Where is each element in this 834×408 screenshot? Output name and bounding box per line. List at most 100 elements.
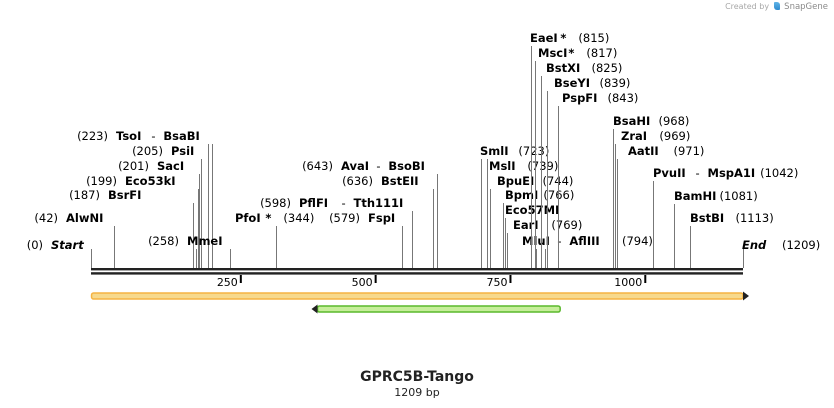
- ruler-tick-label: 750: [486, 276, 507, 289]
- site-position: (839): [600, 76, 631, 90]
- site-pair-enzyme: AflIII: [569, 234, 599, 248]
- feature-reverse-1: [311, 304, 561, 314]
- feature-arrowhead: [743, 291, 749, 301]
- site-position: (825): [592, 61, 623, 75]
- backbone-top-strand: [91, 268, 743, 271]
- site-position: (42): [34, 211, 58, 225]
- site-position: (201): [118, 159, 149, 173]
- feature-body: [316, 305, 561, 313]
- site-enzyme-name: SmlI: [480, 144, 509, 158]
- terminal-end: End (1209): [742, 238, 820, 268]
- site-enzyme-name: PspFI: [562, 91, 597, 105]
- site-position: (817): [586, 46, 617, 60]
- site-enzyme-name: Eco53kI: [125, 174, 176, 188]
- site-eaei: (815)EaeI *: [530, 31, 609, 268]
- site-enzyme-name: BsaHI: [613, 114, 650, 128]
- backbone-bottom-strand: [91, 272, 743, 275]
- ruler-tick-label: 1000: [614, 276, 642, 289]
- site-avai: (643) AvaI - BsoBI: [302, 159, 438, 268]
- site-pair-separator: -: [696, 166, 700, 180]
- snapgene-logo-icon: [773, 2, 780, 10]
- site-position: (223): [77, 129, 108, 143]
- site-bsteii: (636) BstEII: [342, 174, 434, 268]
- site-bstbi: (1113) BstBI: [690, 211, 774, 268]
- site-position: (205): [132, 144, 163, 158]
- site-saci: (201) SacI: [118, 159, 200, 268]
- site-position: (636): [342, 174, 373, 188]
- site-bstxi: (825) BstXI: [541, 61, 623, 268]
- terminal-position: (0): [27, 238, 43, 252]
- site-enzyme-name: BstEII: [381, 174, 419, 188]
- site-position: (258): [148, 234, 179, 248]
- site-pair-enzyme: BsaBI: [163, 129, 199, 143]
- site-position: (969): [659, 129, 690, 143]
- site-enzyme-name: BpuEI: [497, 174, 534, 188]
- site-position: (723): [518, 144, 549, 158]
- site-enzyme-name: BpmI: [505, 188, 538, 202]
- site-enzyme-name: PflFI: [299, 196, 328, 210]
- site-enzyme-name: EarI: [513, 218, 539, 232]
- site-tsoi: (223) TsoI - BsaBI: [77, 129, 213, 268]
- site-position: (744): [543, 174, 574, 188]
- site-pair-separator: -: [557, 234, 561, 248]
- site-pflfi: (598) PflFI - Tth111I: [260, 196, 413, 268]
- site-position: (199): [86, 174, 117, 188]
- terminal-start: (0) Start: [27, 238, 92, 268]
- site-enzyme-name: AatII: [628, 144, 659, 158]
- site-pair-enzyme: Tth111I: [354, 196, 404, 210]
- site-enzyme-name: Eco57MI: [505, 203, 559, 217]
- site-enzyme-name: BamHI: [674, 189, 716, 203]
- site-position: (187): [69, 188, 100, 202]
- site-enzyme-name: MscI: [538, 46, 567, 60]
- terminal-label: End: [742, 238, 767, 252]
- site-position: (971): [674, 144, 705, 158]
- site-star-mark: *: [265, 211, 271, 225]
- ruler-tick-label: 250: [217, 276, 238, 289]
- site-eari: (769) EarI: [507, 218, 582, 268]
- site-msci: (817) MscI *: [535, 46, 617, 268]
- site-enzyme-name: AlwNI: [66, 211, 103, 225]
- site-position: (579): [329, 211, 360, 225]
- site-enzyme-name: EaeI: [530, 31, 558, 45]
- site-enzyme-name: SacI: [157, 159, 184, 173]
- site-enzyme-name: FspI: [368, 211, 395, 225]
- site-position: (1081): [720, 189, 758, 203]
- site-bpmi: (766)BpmI: [503, 188, 574, 268]
- site-bseyi: (839) BseYI: [547, 76, 631, 268]
- site-eco57mi: Eco57MI: [505, 203, 559, 268]
- site-mlui: (794)MluI-AflIII: [522, 234, 653, 268]
- site-zrai: (969) ZraI: [615, 129, 690, 268]
- site-position: (968): [659, 114, 690, 128]
- site-enzyme-name: TsoI: [116, 129, 141, 143]
- site-enzyme-name: PfoI: [235, 211, 261, 225]
- site-star-mark: *: [568, 46, 574, 60]
- terminal-label: Start: [51, 238, 84, 252]
- site-position: (598): [260, 196, 291, 210]
- site-enzyme-name: BsrFI: [108, 188, 141, 202]
- site-fspi: (579) FspI: [329, 211, 403, 268]
- site-enzyme-name: BstBI: [690, 211, 724, 225]
- site-position: (794): [622, 234, 653, 248]
- site-enzyme-name: AvaI: [341, 159, 369, 173]
- construct-name: GPRC5B-Tango: [360, 369, 474, 385]
- site-bsrfi: (187) BsrFI: [69, 188, 194, 268]
- site-star-mark: *: [560, 31, 566, 45]
- site-position: (815): [578, 31, 609, 45]
- site-enzyme-name: BseYI: [554, 76, 590, 90]
- site-pspfi: (843) PspFI: [558, 91, 638, 268]
- site-enzyme-name: PvuII: [653, 166, 686, 180]
- site-pair-separator: -: [376, 159, 380, 173]
- site-enzyme-name: PsiI: [171, 144, 194, 158]
- site-position: (739): [527, 159, 558, 173]
- site-position: (643): [302, 159, 333, 173]
- feature-arrowhead: [311, 304, 318, 314]
- site-position: (1042): [760, 166, 798, 180]
- site-pair-enzyme: MspA1I: [708, 166, 756, 180]
- site-pfoi: (344) PfoI *: [235, 211, 314, 268]
- ruler-tick-label: 500: [352, 276, 373, 289]
- site-enzyme-name: ZraI: [621, 129, 647, 143]
- feature-forward-0: [90, 291, 749, 301]
- feature-body: [90, 292, 744, 300]
- site-pair-enzyme: BsoBI: [388, 159, 425, 173]
